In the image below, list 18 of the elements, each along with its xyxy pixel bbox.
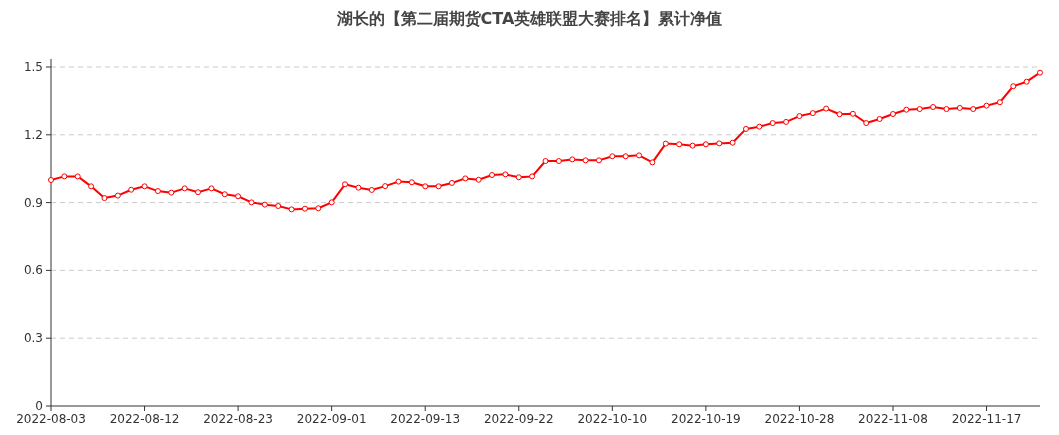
chart-title: 湖长的【第二届期货CTA英雄联盟大赛排名】累计净值 bbox=[335, 9, 723, 28]
x-tick-label: 2022-09-13 bbox=[390, 412, 461, 426]
x-tick-label: 2022-10-10 bbox=[577, 412, 648, 426]
y-tick-label: 0.6 bbox=[23, 263, 43, 278]
y-tick-label: 0.3 bbox=[23, 331, 43, 346]
x-tick-label: 2022-11-08 bbox=[858, 412, 928, 426]
x-tick-label: 2022-08-23 bbox=[203, 412, 273, 426]
y-tick-label: 0.9 bbox=[23, 195, 43, 210]
y-tick-label: 0 bbox=[35, 399, 43, 413]
x-tick-label: 2022-09-22 bbox=[483, 412, 554, 426]
x-tick-label: 2022-10-19 bbox=[671, 412, 741, 426]
x-tick-label: 2022-11-17 bbox=[951, 412, 1022, 426]
x-tick-label: 2022-08-03 bbox=[16, 412, 86, 426]
y-tick-label: 1.5 bbox=[23, 60, 43, 74]
x-tick-label: 2022-10-28 bbox=[764, 412, 835, 426]
x-tick-label: 2022-09-01 bbox=[296, 412, 367, 426]
x-tick-label: 2022-08-12 bbox=[109, 412, 180, 426]
y-tick-label: 1.2 bbox=[23, 127, 43, 142]
